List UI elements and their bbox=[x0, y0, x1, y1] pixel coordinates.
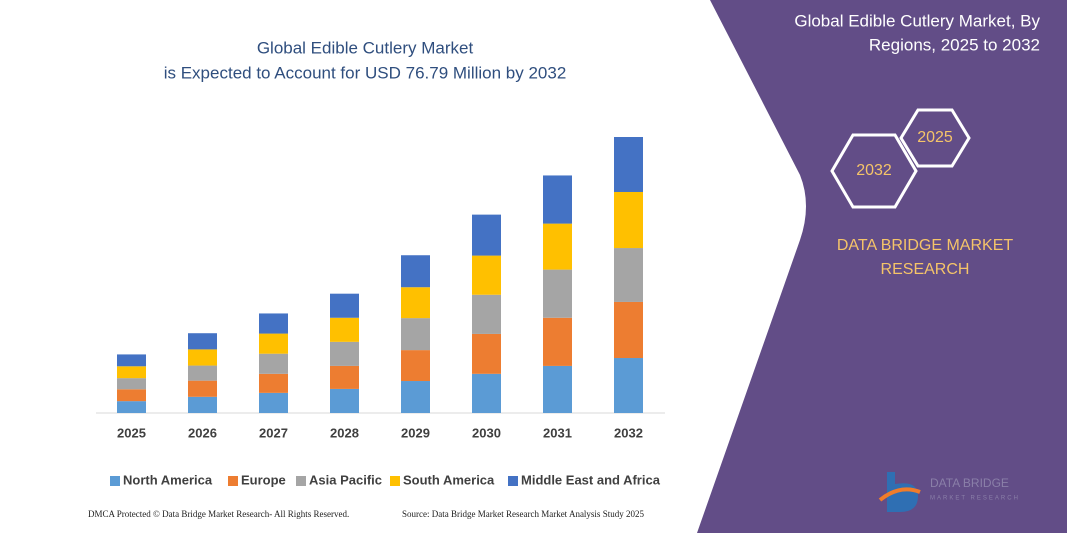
bar-segment bbox=[614, 137, 643, 192]
panel-title: Regions, 2025 to 2032 bbox=[869, 35, 1040, 54]
bar-segment bbox=[543, 317, 572, 366]
bar-segment bbox=[330, 293, 359, 318]
bar-segment bbox=[117, 389, 146, 402]
bar-segment bbox=[543, 269, 572, 318]
bar-segment bbox=[330, 388, 359, 413]
bar-segment bbox=[117, 378, 146, 390]
bar-segment bbox=[259, 353, 288, 374]
chart-title: Global Edible Cutlery Market bbox=[257, 38, 474, 57]
bar-segment bbox=[117, 401, 146, 413]
chart-subtitle: is Expected to Account for USD 76.79 Mil… bbox=[164, 63, 567, 82]
bar-segment bbox=[401, 350, 430, 382]
legend-label: Middle East and Africa bbox=[521, 472, 661, 487]
legend-swatch bbox=[390, 476, 400, 486]
bar-segment bbox=[401, 381, 430, 413]
bar-segment bbox=[614, 358, 643, 413]
bar-segment bbox=[259, 373, 288, 393]
legend-label: Asia Pacific bbox=[309, 472, 382, 487]
bar-segment bbox=[401, 255, 430, 288]
hex-label: 2025 bbox=[917, 129, 953, 146]
legend-swatch bbox=[110, 476, 120, 486]
bar-segment bbox=[543, 175, 572, 224]
x-tick-label: 2030 bbox=[472, 425, 501, 440]
x-tick-label: 2027 bbox=[259, 425, 288, 440]
logo-mark bbox=[878, 487, 921, 502]
bar-segment bbox=[614, 191, 643, 249]
panel-title: Global Edible Cutlery Market, By bbox=[794, 11, 1040, 30]
bar-segment bbox=[330, 341, 359, 366]
bar-segment bbox=[543, 223, 572, 270]
bar-segment bbox=[259, 333, 288, 354]
bar-segment bbox=[188, 396, 217, 413]
bar-segment bbox=[472, 294, 501, 334]
bar-segment bbox=[330, 317, 359, 342]
bar-segment bbox=[472, 333, 501, 374]
bar-segment bbox=[330, 365, 359, 389]
logo-text: DATA BRIDGE bbox=[930, 476, 1009, 490]
bar-segment bbox=[188, 380, 217, 397]
bar-segment bbox=[117, 366, 146, 379]
footer-text: Source: Data Bridge Market Research Mark… bbox=[402, 509, 644, 519]
hex-label: 2032 bbox=[856, 162, 892, 179]
hexagon bbox=[899, 108, 971, 168]
legend-label: South America bbox=[403, 472, 495, 487]
bar-segment bbox=[614, 301, 643, 359]
bar-segment bbox=[188, 365, 217, 381]
x-tick-label: 2031 bbox=[543, 425, 572, 440]
legend-swatch bbox=[228, 476, 238, 486]
bar-segment bbox=[188, 333, 217, 350]
side-panel bbox=[697, 0, 1067, 533]
legend-label: North America bbox=[123, 472, 213, 487]
legend-label: Europe bbox=[241, 472, 286, 487]
x-tick-label: 2028 bbox=[330, 425, 359, 440]
bar-segment bbox=[472, 373, 501, 413]
x-tick-label: 2026 bbox=[188, 425, 217, 440]
logo-text: MARKET RESEARCH bbox=[930, 496, 1020, 502]
brand-text: RESEARCH bbox=[881, 261, 970, 278]
legend-swatch bbox=[508, 476, 518, 486]
bar-segment bbox=[614, 248, 643, 302]
bar-segment bbox=[401, 287, 430, 319]
x-tick-label: 2032 bbox=[614, 425, 643, 440]
x-tick-label: 2029 bbox=[401, 425, 430, 440]
logo: DATA BRIDGE MARKET RESEARCH bbox=[878, 472, 1020, 512]
x-tick-label: 2025 bbox=[117, 425, 146, 440]
logo-mark bbox=[887, 472, 918, 512]
hexagon bbox=[830, 133, 918, 209]
bar-segment bbox=[259, 392, 288, 413]
bar-segment bbox=[472, 255, 501, 295]
bar-segment bbox=[543, 365, 572, 413]
footer-text: DMCA Protected © Data Bridge Market Rese… bbox=[88, 509, 349, 519]
bar-segment bbox=[472, 214, 501, 256]
bar-segment bbox=[117, 354, 146, 367]
bar-segment bbox=[188, 349, 217, 366]
brand-text: DATA BRIDGE MARKET bbox=[837, 237, 1014, 254]
legend-swatch bbox=[296, 476, 306, 486]
bar-segment bbox=[259, 313, 288, 334]
bar-segment bbox=[401, 318, 430, 351]
